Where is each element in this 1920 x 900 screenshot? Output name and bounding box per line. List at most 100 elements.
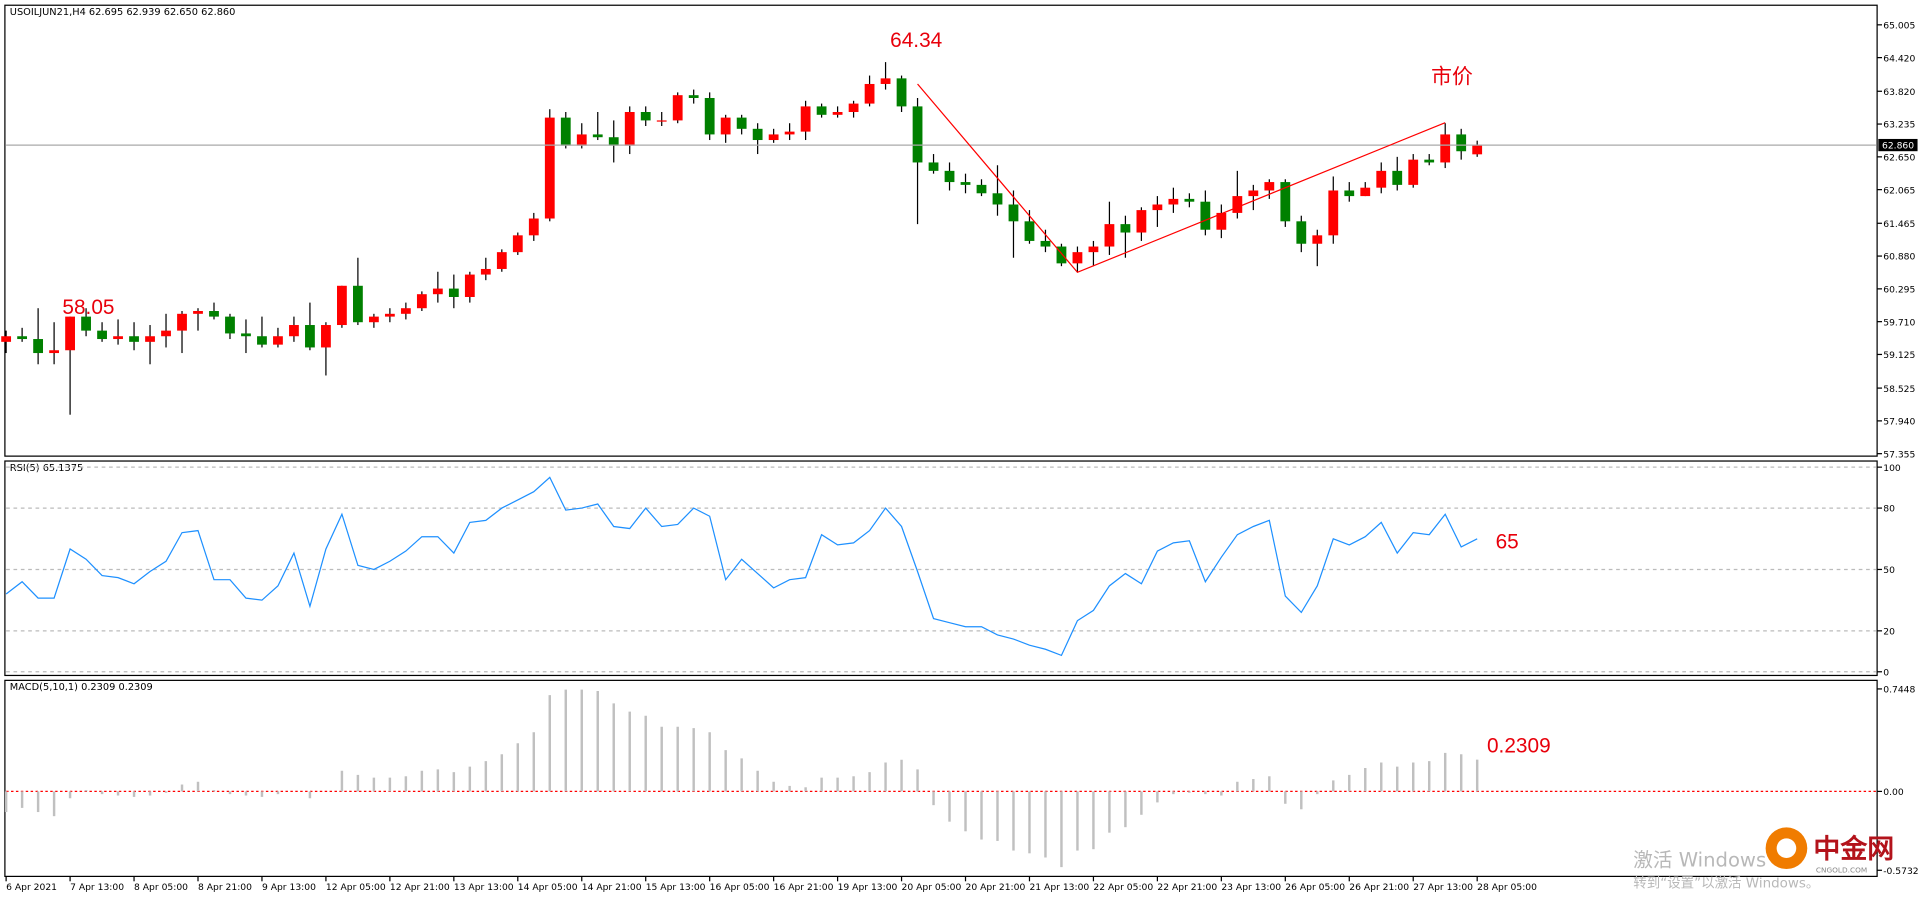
candle-body: [129, 336, 139, 342]
x-tick-label: 20 Apr 05:00: [902, 882, 962, 893]
candle-body: [544, 117, 555, 219]
x-tick-label: 22 Apr 21:00: [1157, 882, 1217, 893]
candle-body: [784, 131, 795, 135]
candle-body: [768, 134, 779, 141]
candle-body: [1312, 235, 1323, 244]
y-tick-label: 0.00: [1883, 787, 1904, 798]
x-tick-label: 26 Apr 05:00: [1285, 882, 1345, 893]
candle-body: [576, 134, 587, 146]
candle-body: [1008, 204, 1019, 222]
watermark-hint: 转到“设置”以激活 Windows。: [1633, 875, 1819, 891]
logo: 中金网: [1813, 833, 1894, 865]
candle-body: [496, 252, 507, 269]
candle-body: [1216, 212, 1227, 230]
candle-body: [1456, 134, 1467, 152]
candle-body: [592, 134, 603, 138]
x-tick-label: 12 Apr 05:00: [326, 882, 386, 893]
candle-body: [624, 112, 635, 146]
candle-body: [1184, 198, 1195, 202]
macd-last-label: 0.2309: [1487, 734, 1551, 757]
y-tick-label: 62.650: [1883, 153, 1915, 164]
x-tick-label: 22 Apr 05:00: [1093, 882, 1153, 893]
candle-body: [1200, 201, 1211, 230]
y-tick-label: 58.525: [1883, 384, 1915, 395]
candle-body: [193, 311, 203, 314]
candle-body: [880, 78, 891, 84]
logo-site: CNGOLD.COM: [1816, 866, 1867, 875]
candle-body: [145, 336, 155, 342]
y-tick-label: -0.5732: [1883, 866, 1918, 877]
x-tick-label: 16 Apr 05:00: [710, 882, 770, 893]
x-tick-label: 26 Apr 21:00: [1349, 882, 1409, 893]
x-tick-label: 19 Apr 13:00: [838, 882, 898, 893]
candle-body: [752, 128, 763, 141]
candle-body: [1440, 134, 1451, 163]
candle-body: [432, 288, 443, 295]
rsi-panel: [4, 460, 1878, 677]
candle-body: [528, 218, 539, 236]
candle-body: [800, 106, 811, 132]
candle-body: [241, 333, 251, 337]
rsi-header: RSI(5) 65.1375: [10, 463, 83, 474]
x-tick-label: 6 Apr 2021: [6, 882, 57, 893]
candle-body: [720, 117, 731, 135]
candle-body: [640, 112, 651, 121]
candle-body: [912, 106, 923, 163]
candle-body: [1472, 145, 1483, 155]
candle-body: [688, 95, 699, 98]
candle-body: [1248, 190, 1259, 197]
candle-body: [368, 316, 379, 323]
candle-body: [1024, 221, 1035, 241]
candle-body: [1360, 187, 1371, 197]
candle-body: [672, 95, 683, 121]
candle-body: [864, 83, 875, 104]
y-tick-label: 65.005: [1883, 21, 1915, 32]
rsi-line: [5, 476, 1478, 657]
y-tick-label: 60.295: [1883, 285, 1915, 296]
market-price-note: 市价: [1431, 66, 1473, 89]
candle-body: [736, 117, 747, 129]
candle-body: [1424, 159, 1435, 163]
candle-body: [273, 336, 283, 345]
macd-header: MACD(5,10,1) 0.2309 0.2309: [10, 682, 153, 693]
x-tick-label: 14 Apr 21:00: [582, 882, 642, 893]
candle-body: [209, 311, 219, 317]
candle-body: [400, 308, 411, 314]
candle-body: [1376, 170, 1387, 188]
candle-body: [1104, 224, 1115, 247]
x-tick-label: 8 Apr 21:00: [198, 882, 252, 893]
x-tick-label: 15 Apr 13:00: [646, 882, 706, 893]
y-tick-label: 50: [1883, 565, 1895, 576]
y-tick-label: 61.465: [1883, 219, 1915, 230]
candle-body: [848, 103, 859, 113]
x-tick-label: 27 Apr 13:00: [1413, 882, 1473, 893]
candle-body: [65, 316, 75, 351]
trend-line: [917, 83, 1446, 274]
candle-body: [1168, 198, 1179, 205]
candle-body: [353, 285, 363, 323]
candle-body: [656, 120, 667, 122]
y-tick-label: 80: [1883, 504, 1895, 515]
rsi-last-label: 65: [1496, 531, 1519, 554]
candle-body: [1088, 246, 1099, 253]
candle-body: [289, 325, 299, 337]
y-tick-label: 63.820: [1883, 87, 1915, 98]
y-tick-label: 0: [1883, 667, 1889, 678]
candle-body: [1056, 246, 1067, 264]
macd-panel: [4, 679, 1878, 878]
logo-icon-inner: [1776, 838, 1797, 859]
y-tick-label: 20: [1883, 627, 1895, 638]
y-tick-label: 100: [1883, 463, 1901, 474]
candle-body: [992, 193, 1003, 205]
watermark: 激活 Windows: [1633, 849, 1766, 872]
x-tick-label: 16 Apr 21:00: [774, 882, 834, 893]
candle-body: [512, 235, 523, 253]
y-tick-label: 64.420: [1883, 53, 1915, 64]
candle-body: [1392, 170, 1403, 185]
y-tick-label: 59.125: [1883, 350, 1915, 361]
y-tick-label: 57.355: [1883, 449, 1915, 460]
low-label: 58.05: [62, 296, 114, 319]
candle-body: [17, 336, 28, 340]
